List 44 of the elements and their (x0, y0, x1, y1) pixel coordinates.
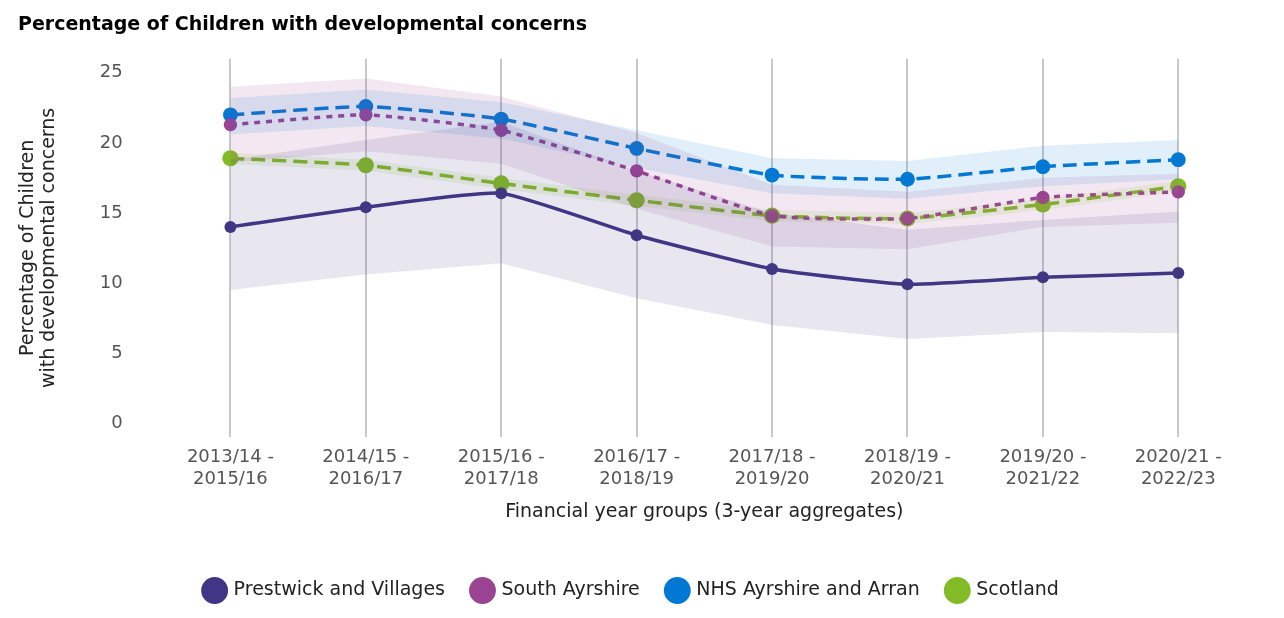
point (900, 171, 915, 187)
x-tick-label: 2020/21 - 2022/23 (1134, 445, 1222, 489)
x-tick-label: 2016/17 - 2018/19 (593, 445, 681, 489)
point (493, 111, 509, 127)
x-tick-label: 2015/16 - 2017/18 (457, 445, 545, 489)
point (628, 192, 645, 209)
point (629, 164, 644, 178)
point (901, 278, 914, 291)
point (1035, 159, 1051, 175)
x-tick-label: 2013/14 - 2015/16 (186, 445, 274, 489)
point (357, 157, 374, 174)
y-tick-label: 25 (99, 60, 123, 82)
point (223, 117, 238, 132)
y-tick-label: 15 (99, 200, 123, 222)
x-tick-label: 2017/18 - 2019/20 (728, 445, 816, 489)
point (1036, 271, 1049, 284)
point (1036, 190, 1050, 205)
y-tick-label: 5 (111, 340, 123, 362)
x-tick-label: 2014/15 - 2016/17 (322, 445, 410, 489)
x-axis-title: Financial year groups (3-year aggregates) (505, 498, 904, 521)
y-tick-label: 0 (111, 410, 123, 432)
point (359, 108, 373, 122)
legend-label: NHS Ayrshire and Arran (696, 577, 920, 600)
point (629, 141, 645, 156)
point (495, 187, 508, 200)
point (630, 229, 643, 242)
legend-label: Scotland (976, 577, 1059, 600)
legend-label: South Ayrshire (501, 577, 640, 600)
x-tick-label: 2019/20 - 2021/22 (999, 445, 1087, 489)
point (224, 220, 237, 233)
y-axis-title: Percentage of Children with developmental concerns (15, 107, 59, 389)
point (1170, 152, 1186, 168)
point (222, 150, 239, 167)
x-tick-label: 2018/19 - 2020/21 (863, 445, 951, 489)
point (766, 262, 779, 275)
point (1172, 267, 1185, 280)
point (359, 201, 372, 214)
y-tick-label: 10 (99, 270, 123, 292)
point (1171, 185, 1185, 199)
chart-title: Percentage of Children with developmental concerns (18, 12, 587, 35)
point (764, 167, 780, 183)
legend-label: Prestwick and Villages (233, 577, 445, 600)
point (494, 123, 508, 137)
y-tick-label: 20 (99, 130, 123, 152)
